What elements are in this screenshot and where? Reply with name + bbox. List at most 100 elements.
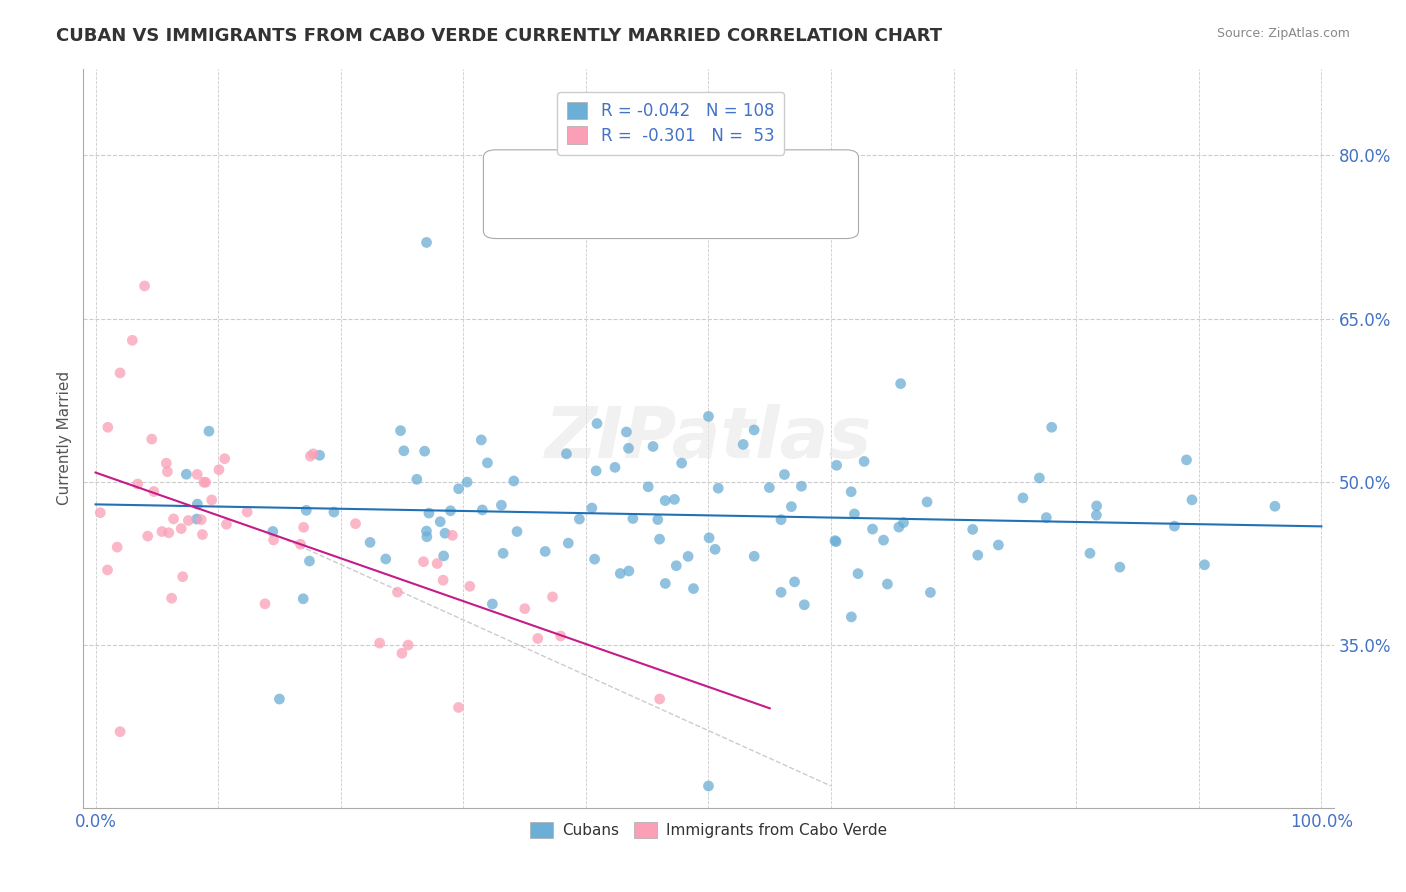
Cubans xyxy=(477,456,499,470)
Immigrants from Cabo Verde xyxy=(387,585,409,599)
Cubans xyxy=(447,482,470,496)
Cubans xyxy=(637,480,659,494)
Cubans xyxy=(586,417,609,431)
Cubans xyxy=(555,447,578,461)
Cubans xyxy=(295,503,318,517)
Cubans xyxy=(262,524,284,539)
Cubans xyxy=(844,507,866,521)
Immigrants from Cabo Verde xyxy=(299,449,322,463)
Cubans xyxy=(534,544,557,558)
Immigrants from Cabo Verde xyxy=(155,456,177,470)
Immigrants from Cabo Verde xyxy=(136,529,159,543)
Immigrants from Cabo Verde xyxy=(177,513,200,527)
Cubans xyxy=(506,524,529,539)
Immigrants from Cabo Verde xyxy=(236,505,259,519)
Immigrants from Cabo Verde xyxy=(208,463,231,477)
Cubans xyxy=(654,493,676,508)
Immigrants from Cabo Verde xyxy=(432,573,454,587)
Cubans xyxy=(1108,560,1130,574)
Cubans xyxy=(568,512,591,526)
Cubans xyxy=(269,692,291,706)
Cubans xyxy=(557,536,579,550)
Immigrants from Cabo Verde xyxy=(170,522,193,536)
Cubans xyxy=(770,585,793,599)
Cubans xyxy=(648,532,671,546)
Immigrants from Cabo Verde xyxy=(263,533,285,547)
Immigrants from Cabo Verde xyxy=(172,569,194,583)
Cubans xyxy=(1264,500,1286,514)
Cubans xyxy=(641,440,664,454)
Immigrants from Cabo Verde xyxy=(412,555,434,569)
Cubans xyxy=(780,500,803,514)
Cubans xyxy=(1040,420,1063,434)
Cubans xyxy=(1181,492,1204,507)
Immigrants from Cabo Verde xyxy=(108,366,131,380)
Immigrants from Cabo Verde xyxy=(160,591,183,606)
Cubans xyxy=(186,497,208,511)
Cubans xyxy=(298,554,321,568)
Immigrants from Cabo Verde xyxy=(541,590,564,604)
Immigrants from Cabo Verde xyxy=(157,525,180,540)
Immigrants from Cabo Verde xyxy=(156,465,179,479)
Cubans xyxy=(697,409,720,424)
Y-axis label: Currently Married: Currently Married xyxy=(58,371,72,505)
Cubans xyxy=(609,566,631,581)
Cubans xyxy=(742,423,765,437)
Cubans xyxy=(893,516,915,530)
Cubans xyxy=(790,479,813,493)
Immigrants from Cabo Verde xyxy=(441,528,464,542)
Cubans xyxy=(621,511,644,525)
Cubans xyxy=(704,542,727,557)
Cubans xyxy=(481,597,503,611)
Cubans xyxy=(841,610,863,624)
Immigrants from Cabo Verde xyxy=(105,540,128,554)
Cubans xyxy=(654,576,676,591)
Cubans xyxy=(1035,510,1057,524)
Immigrants from Cabo Verde xyxy=(127,477,149,491)
Cubans xyxy=(664,492,686,507)
Cubans xyxy=(707,481,730,495)
Cubans xyxy=(439,504,461,518)
Immigrants from Cabo Verde xyxy=(162,512,184,526)
Cubans xyxy=(413,444,436,458)
Cubans xyxy=(987,538,1010,552)
Cubans xyxy=(1028,471,1050,485)
Immigrants from Cabo Verde xyxy=(391,646,413,660)
Cubans xyxy=(697,779,720,793)
Cubans xyxy=(876,577,898,591)
Cubans xyxy=(697,531,720,545)
Immigrants from Cabo Verde xyxy=(150,524,173,539)
Cubans xyxy=(793,598,815,612)
Immigrants from Cabo Verde xyxy=(215,517,238,532)
Cubans xyxy=(456,475,478,489)
Text: Source: ZipAtlas.com: Source: ZipAtlas.com xyxy=(1216,27,1350,40)
Cubans xyxy=(470,433,492,447)
Cubans xyxy=(416,530,439,544)
Cubans xyxy=(733,437,755,451)
Cubans xyxy=(671,456,693,470)
Immigrants from Cabo Verde xyxy=(526,632,548,646)
Immigrants from Cabo Verde xyxy=(191,527,214,541)
Immigrants from Cabo Verde xyxy=(458,579,481,593)
Cubans xyxy=(492,546,515,560)
Cubans xyxy=(783,574,806,589)
Cubans xyxy=(176,467,198,482)
Cubans xyxy=(682,582,704,596)
Immigrants from Cabo Verde xyxy=(447,700,470,714)
Immigrants from Cabo Verde xyxy=(368,636,391,650)
Immigrants from Cabo Verde xyxy=(142,484,165,499)
Cubans xyxy=(1085,499,1108,513)
Cubans xyxy=(872,533,894,548)
Cubans xyxy=(1163,519,1185,533)
Cubans xyxy=(434,526,457,541)
Cubans xyxy=(585,464,607,478)
Text: CUBAN VS IMMIGRANTS FROM CABO VERDE CURRENTLY MARRIED CORRELATION CHART: CUBAN VS IMMIGRANTS FROM CABO VERDE CURR… xyxy=(56,27,942,45)
Cubans xyxy=(1085,508,1108,523)
Immigrants from Cabo Verde xyxy=(141,432,163,446)
Cubans xyxy=(359,535,381,549)
Cubans xyxy=(825,458,848,473)
Cubans xyxy=(758,481,780,495)
Cubans xyxy=(603,460,626,475)
Immigrants from Cabo Verde xyxy=(134,279,156,293)
Cubans xyxy=(186,512,208,526)
